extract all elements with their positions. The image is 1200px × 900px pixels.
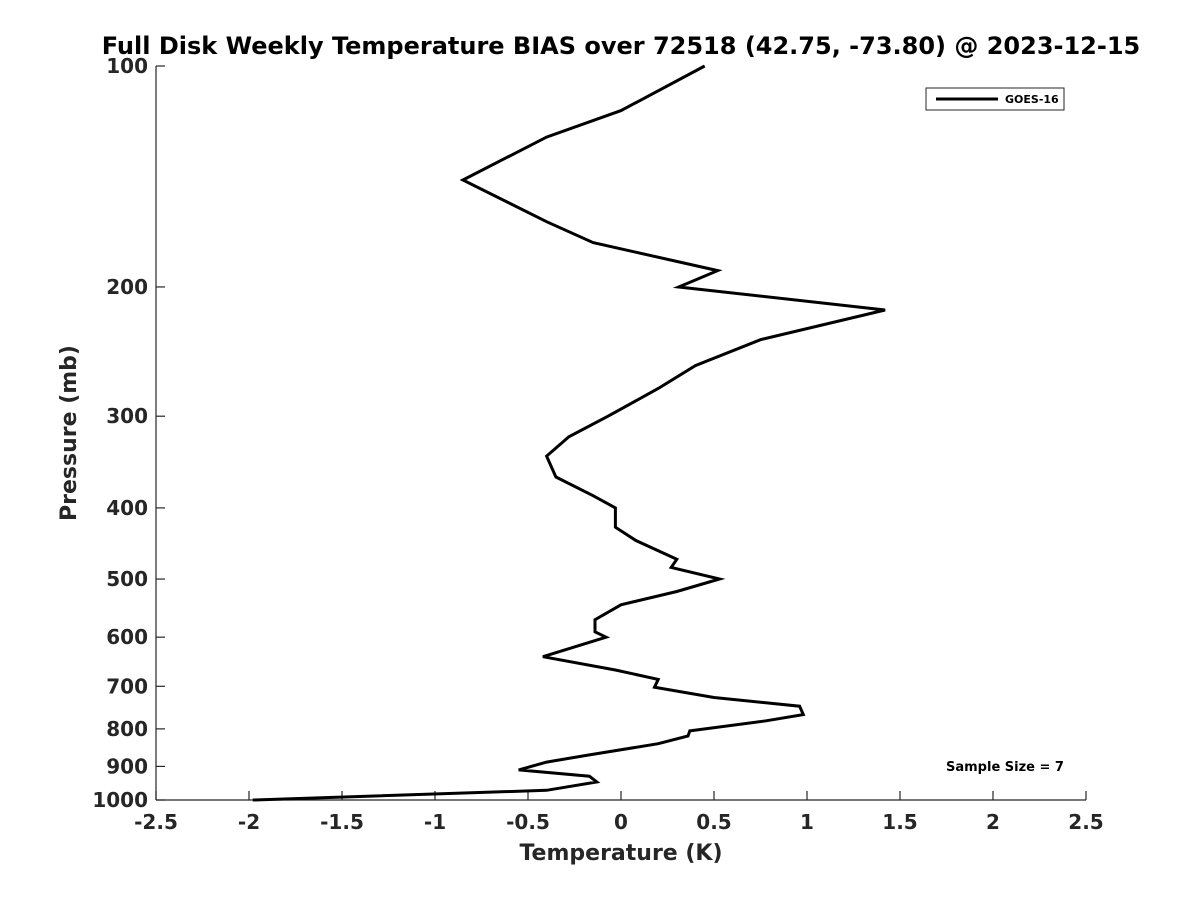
x-axis-ticks: -2.5 -2 -1.5 -1 -0.5 0 0.5 1 1.5 2 2.5 <box>134 791 1104 834</box>
y-tick-label: 100 <box>106 54 148 78</box>
chart-title: Full Disk Weekly Temperature BIAS over 7… <box>102 32 1141 60</box>
x-tick-label: 1 <box>800 810 814 834</box>
x-tick-label: -0.5 <box>506 810 550 834</box>
series-layer <box>252 64 886 802</box>
y-tick-label: 500 <box>106 567 148 591</box>
series-line-goes-16 <box>252 64 886 802</box>
y-axis-title: Pressure (mb) <box>57 345 82 521</box>
x-axis-title: Temperature (K) <box>519 841 722 866</box>
y-tick-label: 900 <box>106 754 148 778</box>
y-tick-label: 800 <box>106 717 148 741</box>
x-tick-label: -2.5 <box>134 810 178 834</box>
legend: GOES-16 <box>925 87 1065 111</box>
sample-size-annotation: Sample Size = 7 <box>946 760 1064 775</box>
y-tick-label: 200 <box>106 275 148 299</box>
y-axis-ticks: 100 200 300 400 500 600 700 800 900 1000 <box>92 54 165 812</box>
x-tick-label: 2 <box>986 810 1000 834</box>
y-tick-label: 400 <box>106 496 148 520</box>
x-tick-label: -1 <box>424 810 446 834</box>
x-tick-label: 0 <box>614 810 628 834</box>
y-tick-label: 300 <box>106 404 148 428</box>
legend-label-goes-16: GOES-16 <box>1005 93 1059 106</box>
x-tick-label: 0.5 <box>696 810 731 834</box>
y-tick-label: 700 <box>106 674 148 698</box>
x-tick-label: -2 <box>238 810 260 834</box>
y-tick-label: 600 <box>106 625 148 649</box>
y-tick-label: 1000 <box>92 788 148 812</box>
x-tick-label: 2.5 <box>1068 810 1103 834</box>
x-tick-label: -1.5 <box>320 810 364 834</box>
x-tick-label: 1.5 <box>882 810 917 834</box>
plot-area: -2.5 -2 -1.5 -1 -0.5 0 0.5 1 1.5 2 2.5 100 200 300 40… <box>92 54 1103 834</box>
